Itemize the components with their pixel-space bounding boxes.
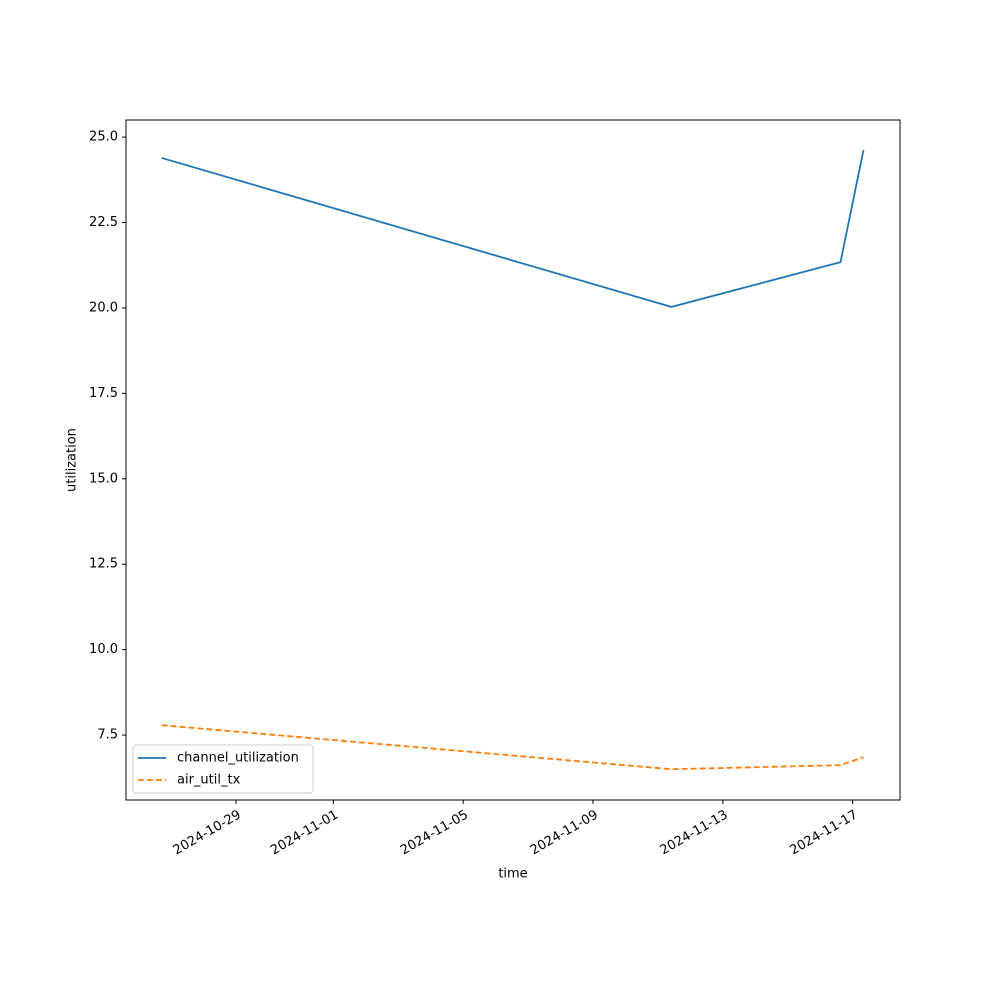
y-tick-label: 25.0: [89, 130, 118, 145]
y-tick-label: 15.0: [89, 471, 118, 486]
line-series: [161, 724, 864, 771]
y-tick-label: 12.5: [89, 557, 118, 572]
y-tick-label: 10.0: [89, 642, 118, 657]
y-tick-label: 22.5: [89, 215, 118, 230]
legend-box: [132, 744, 314, 794]
plot-frame: [125, 119, 901, 801]
y-tick-label: 7.5: [97, 728, 118, 743]
y-tick-label: 17.5: [89, 386, 118, 401]
y-tick-label: 20.0: [89, 300, 118, 315]
legend-label: air_util_tx: [177, 773, 241, 788]
legend-label: channel_utilization: [177, 751, 299, 766]
x-axis-label: time: [498, 867, 527, 882]
y-axis-label: utilization: [65, 428, 80, 492]
line-series: [161, 149, 865, 308]
